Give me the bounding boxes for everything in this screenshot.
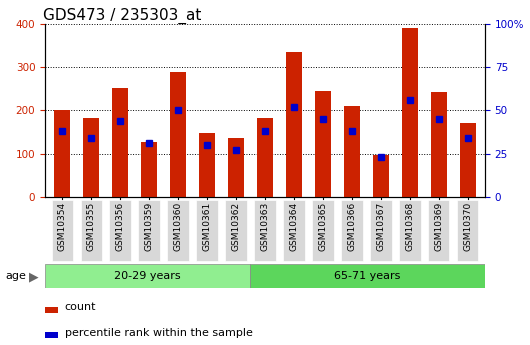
FancyBboxPatch shape: [138, 200, 160, 261]
Text: GSM10356: GSM10356: [116, 201, 125, 251]
Bar: [286, 52, 302, 197]
FancyBboxPatch shape: [51, 200, 73, 261]
Text: 65-71 years: 65-71 years: [334, 271, 401, 281]
Bar: [45, 333, 58, 338]
Text: GSM10355: GSM10355: [87, 201, 96, 251]
Bar: [112, 88, 128, 197]
Text: GSM10365: GSM10365: [319, 201, 328, 251]
Bar: [199, 133, 215, 197]
Text: GSM10369: GSM10369: [434, 201, 443, 251]
FancyBboxPatch shape: [167, 200, 189, 261]
Bar: [257, 118, 273, 197]
FancyBboxPatch shape: [457, 200, 479, 261]
Text: GSM10368: GSM10368: [405, 201, 414, 251]
Bar: [315, 91, 331, 197]
Bar: [373, 155, 388, 197]
Text: GSM10363: GSM10363: [261, 201, 269, 251]
Text: 20-29 years: 20-29 years: [114, 271, 181, 281]
Bar: [344, 106, 360, 197]
FancyBboxPatch shape: [283, 200, 305, 261]
Bar: [83, 118, 99, 197]
Bar: [228, 138, 244, 197]
Text: ▶: ▶: [29, 271, 39, 284]
Text: GSM10354: GSM10354: [58, 201, 67, 251]
FancyBboxPatch shape: [254, 200, 276, 261]
FancyBboxPatch shape: [399, 200, 421, 261]
FancyBboxPatch shape: [341, 200, 363, 261]
Bar: [45, 307, 58, 313]
Bar: [402, 29, 418, 197]
FancyBboxPatch shape: [81, 200, 102, 261]
Bar: [431, 92, 447, 197]
FancyBboxPatch shape: [225, 200, 247, 261]
Bar: [250, 264, 485, 288]
Text: percentile rank within the sample: percentile rank within the sample: [65, 328, 253, 338]
Text: GSM10364: GSM10364: [289, 201, 298, 251]
Text: GDS473 / 235303_at: GDS473 / 235303_at: [43, 8, 201, 24]
Bar: [142, 142, 157, 197]
Text: count: count: [65, 302, 96, 312]
Text: GSM10367: GSM10367: [376, 201, 385, 251]
FancyBboxPatch shape: [109, 200, 131, 261]
FancyBboxPatch shape: [196, 200, 218, 261]
Text: GSM10359: GSM10359: [145, 201, 154, 251]
Text: GSM10360: GSM10360: [174, 201, 183, 251]
Text: age: age: [5, 271, 26, 281]
Text: GSM10366: GSM10366: [347, 201, 356, 251]
Text: GSM10361: GSM10361: [202, 201, 211, 251]
FancyBboxPatch shape: [312, 200, 334, 261]
Bar: [170, 72, 186, 197]
Text: GSM10370: GSM10370: [463, 201, 472, 251]
Bar: [55, 110, 70, 197]
Text: GSM10362: GSM10362: [232, 201, 241, 251]
Bar: [460, 124, 475, 197]
FancyBboxPatch shape: [428, 200, 449, 261]
Bar: [45, 264, 250, 288]
FancyBboxPatch shape: [370, 200, 392, 261]
